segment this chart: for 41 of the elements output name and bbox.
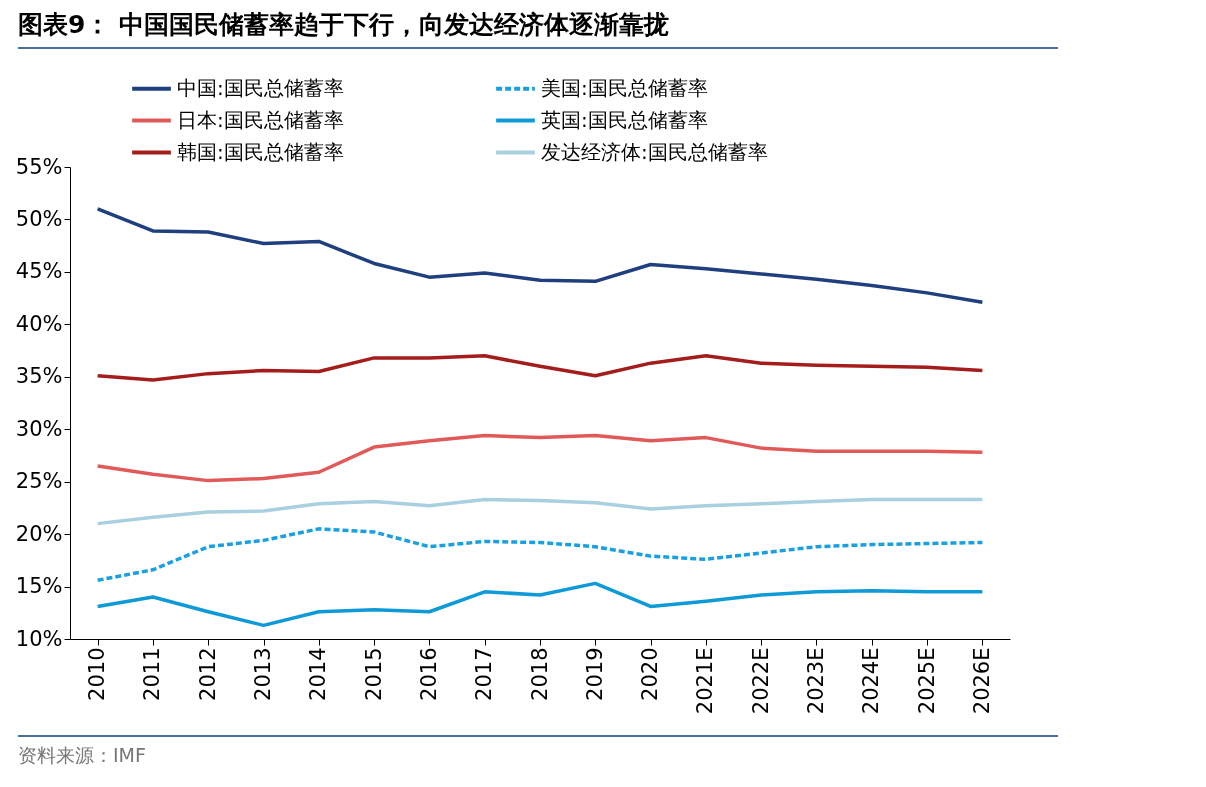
x-tick-label: 2015 [361, 647, 386, 701]
legend-label: 发达经济体:国民总储蓄率 [541, 139, 768, 164]
line-series [95, 527, 985, 583]
x-tick-label: 2012 [195, 647, 220, 701]
y-tick-label: 40% [15, 311, 63, 336]
x-tick-label: 2014 [306, 647, 331, 701]
legend-label: 美国:国民总储蓄率 [541, 75, 708, 100]
line-series [95, 207, 985, 305]
line-series [95, 497, 985, 526]
x-tick-label: 2013 [251, 647, 276, 701]
y-tick-label: 10% [15, 626, 63, 651]
x-tick-label: 2016 [416, 647, 441, 701]
y-tick-label: 30% [15, 416, 63, 441]
x-tick-label: 2025E [914, 647, 939, 715]
y-tick-label: 20% [15, 521, 63, 546]
line-series [95, 354, 985, 382]
x-tick-label: 2023E [803, 647, 828, 715]
chart-title: 图表9： 中国国民储蓄率趋于下行，向发达经济体逐渐靠拢 [18, 8, 1058, 49]
x-tick-label: 2010 [85, 647, 110, 701]
x-tick-label: 2021E [693, 647, 718, 715]
x-tick-label: 2022E [748, 647, 773, 715]
x-tick-label: 2024E [859, 647, 884, 715]
x-tick-label: 2026E [969, 647, 994, 715]
legend-label: 中国:国民总储蓄率 [177, 75, 344, 100]
y-tick-label: 55% [15, 154, 63, 179]
line-series [95, 433, 985, 483]
legend-label: 英国:国民总储蓄率 [541, 107, 708, 132]
line-series [95, 581, 985, 628]
x-tick-label: 2017 [472, 647, 497, 701]
y-tick-label: 25% [15, 469, 63, 494]
x-tick-label: 2020 [638, 647, 663, 701]
legend-label: 日本:国民总储蓄率 [177, 107, 344, 132]
legend-label: 韩国:国民总储蓄率 [177, 139, 344, 164]
y-tick-label: 35% [15, 364, 63, 389]
x-tick-label: 2019 [582, 647, 607, 701]
x-tick-label: 2011 [140, 647, 165, 701]
y-tick-label: 45% [15, 259, 63, 284]
y-tick-label: 50% [15, 206, 63, 231]
text: 资料来源：IMF [18, 735, 1058, 769]
y-tick-label: 15% [15, 574, 63, 599]
x-tick-label: 2018 [527, 647, 552, 701]
